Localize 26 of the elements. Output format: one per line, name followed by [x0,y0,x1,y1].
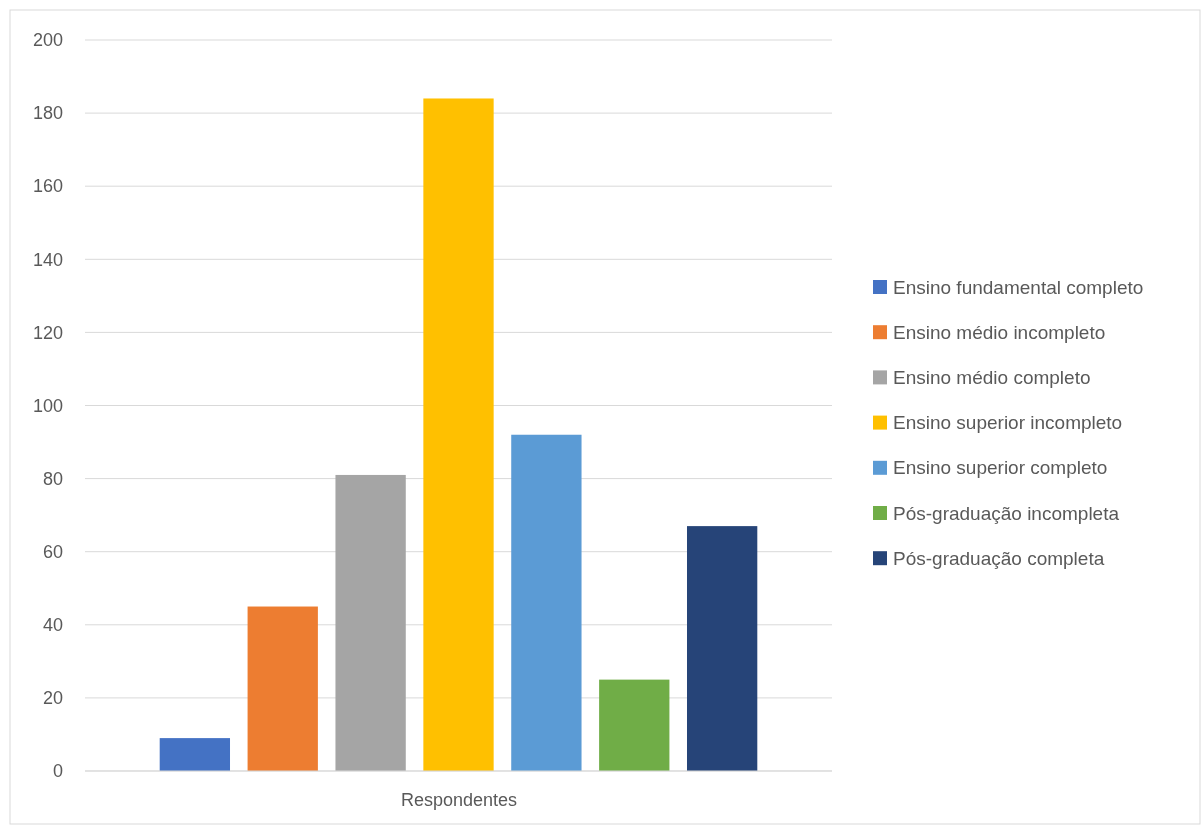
bar [686,526,758,771]
y-tick-label: 60 [42,541,63,562]
bar [599,679,670,771]
legend-label: Ensino fundamental completo [893,276,1144,298]
y-tick-label: 20 [42,688,63,709]
y-tick-label: 180 [32,103,63,124]
x-tick-label: Respondentes [400,789,518,810]
y-tick-label: 200 [32,30,63,51]
bar [511,434,582,771]
legend-label: Pós-graduação incompleta [893,502,1120,524]
y-tick-label: 160 [32,176,63,197]
legend-label: Ensino médio completo [893,367,1091,389]
legend-label: Ensino superior completo [893,457,1108,479]
y-tick-label: 120 [32,322,63,343]
legend-label: Ensino superior incompleto [893,412,1123,434]
y-tick-label: 40 [42,615,63,636]
bar [423,98,494,771]
legend-label: Ensino médio incompleto [893,321,1106,343]
bar [247,606,318,771]
y-tick-label: 140 [32,249,63,270]
bar [159,738,231,771]
bar [335,474,406,771]
legend-label: Pós-graduação completa [893,547,1105,569]
y-tick-label: 100 [32,395,63,416]
y-tick-label: 80 [42,468,63,489]
y-tick-label: 0 [52,761,63,782]
